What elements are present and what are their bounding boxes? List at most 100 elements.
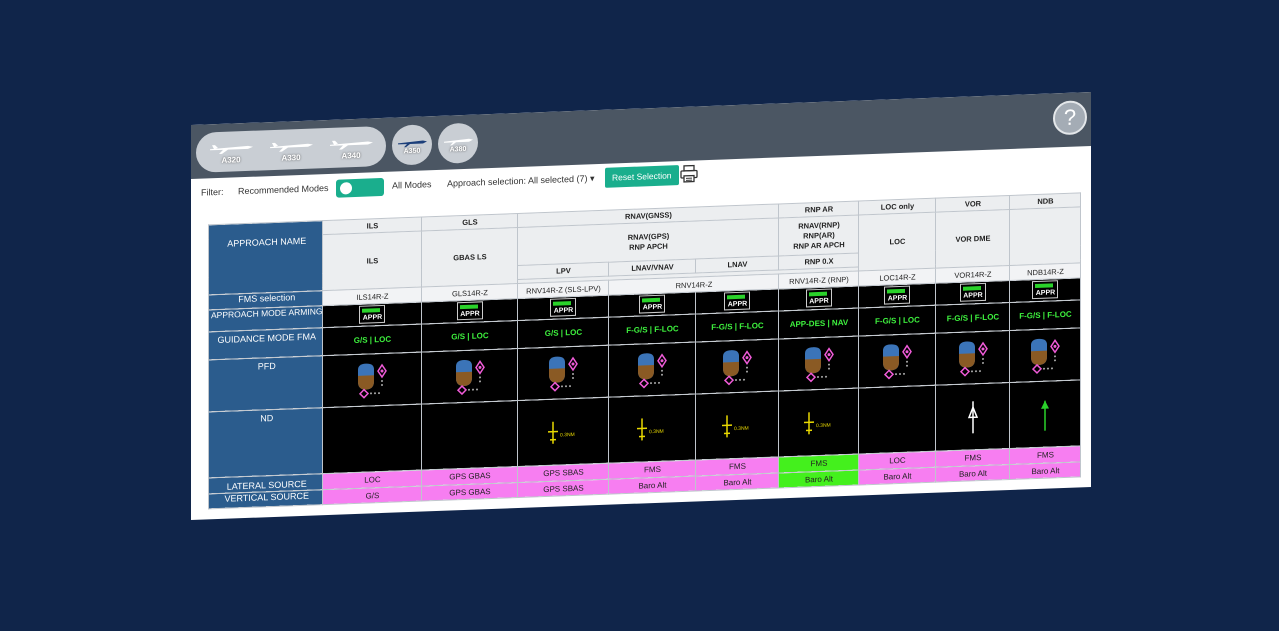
appr-annunciator: APPR xyxy=(456,301,483,321)
top-bar: A320 A330 A340 A350 A380 ? xyxy=(191,91,1091,179)
lateral-source-text: FMS xyxy=(644,464,661,475)
airplane-icon xyxy=(330,140,373,150)
nd-cell xyxy=(322,404,422,474)
airplane-icon xyxy=(444,138,473,146)
pfd-indicator xyxy=(779,341,858,386)
nd-indicator xyxy=(1010,393,1080,436)
aircraft-a340[interactable]: A340 xyxy=(326,129,376,165)
appr-bar xyxy=(727,294,746,300)
appr-annunciator: APPR xyxy=(1032,280,1059,300)
sub-vor-dme: VOR DME xyxy=(935,209,1010,269)
pfd-cell xyxy=(935,330,1010,386)
filter-bar: Filter: Recommended Modes All Modes Appr… xyxy=(191,146,1091,217)
printer-icon[interactable] xyxy=(679,164,699,183)
row-label: APPROACH NAME xyxy=(227,235,307,249)
nd-track-icon: 0.3NM xyxy=(722,414,749,437)
pfd-icon xyxy=(723,349,753,385)
vertical-source-text: Baro Alt xyxy=(1031,465,1060,476)
appr-bar xyxy=(1035,283,1054,289)
vertical-source-cell: GPS GBAS xyxy=(421,482,518,502)
sub-loc: LOC xyxy=(858,212,936,272)
pfd-cell xyxy=(322,352,422,408)
appr-text: APPR xyxy=(553,306,574,315)
toggle-knob xyxy=(340,182,352,195)
fma-text: F-G/S | F-LOC xyxy=(626,324,679,336)
aircraft-a330[interactable]: A330 xyxy=(266,131,316,167)
vertical-source-cell: Baro Alt xyxy=(858,467,936,486)
pfd-icon xyxy=(638,352,668,388)
aircraft-family-pill[interactable]: A320 A330 A340 xyxy=(196,125,386,173)
appr-text: APPR xyxy=(887,294,908,303)
sub-ils: ILS xyxy=(322,231,422,291)
vertical-source-text: GPS GBAS xyxy=(449,486,491,498)
help-button[interactable]: ? xyxy=(1053,100,1087,136)
row-header-approach-name: APPROACH NAME xyxy=(208,220,323,295)
pfd-row: PFD xyxy=(208,327,1081,412)
nd-row: ND 0.3NM 0.3NM 0.3NM 0.3NM xyxy=(208,379,1081,478)
recommended-modes-label: Recommended Modes xyxy=(238,182,329,197)
vertical-source-text: Baro Alt xyxy=(638,480,667,491)
fma-cell: F-G/S | F-LOC xyxy=(1009,299,1081,331)
lateral-source-text: FMS xyxy=(729,461,746,472)
nd-track-icon: 0.3NM xyxy=(637,417,664,440)
pfd-icon xyxy=(958,341,988,377)
pfd-indicator xyxy=(422,354,517,399)
fma-cell: F-G/S | F-LOC xyxy=(935,302,1010,334)
vertical-source-cell: GPS SBAS xyxy=(517,479,609,498)
appr-text: APPR xyxy=(809,297,829,306)
vertical-source-text: G/S xyxy=(365,490,380,501)
vertical-source-text: Baro Alt xyxy=(958,468,987,479)
aircraft-a380[interactable]: A380 xyxy=(438,122,478,164)
nd-cell xyxy=(935,382,1010,452)
arming-cell: APPR xyxy=(608,291,696,318)
fma-cell: G/S | LOC xyxy=(517,317,609,349)
row-header-guidance: GUIDANCE MODE FMA xyxy=(208,327,323,360)
pfd-cell xyxy=(1009,327,1081,383)
nd-cell xyxy=(421,400,518,471)
ndb-needle-icon xyxy=(1041,400,1050,431)
fma-cell: G/S | LOC xyxy=(421,320,518,353)
fma-text: F-G/S | F-LOC xyxy=(1019,309,1072,321)
aircraft-a350[interactable]: A350 xyxy=(392,124,432,166)
mode-toggle[interactable] xyxy=(336,177,384,198)
nd-indicator: 0.3NM xyxy=(518,415,608,448)
nd-scale-label: 0.3NM xyxy=(560,431,575,438)
pfd-indicator xyxy=(936,335,1009,380)
pfd-cell xyxy=(858,333,936,389)
nd-indicator: 0.3NM xyxy=(779,406,858,439)
aircraft-label: A380 xyxy=(449,145,467,154)
appr-text: APPR xyxy=(460,310,480,319)
aircraft-label: A320 xyxy=(221,154,241,165)
pfd-icon xyxy=(455,359,485,395)
vor-needle-icon xyxy=(967,400,979,433)
sub-rnav-rnp: RNAV(RNP) RNP(AR) RNP AR APCH xyxy=(778,215,859,256)
aircraft-selector: A320 A330 A340 A350 A380 xyxy=(196,122,478,173)
appr-annunciator: APPR xyxy=(959,282,986,302)
fma-cell: F-G/S | F-LOC xyxy=(608,313,696,346)
lateral-source-text: FMS xyxy=(810,458,828,469)
appr-bar xyxy=(887,288,906,294)
vertical-source-text: GPS SBAS xyxy=(543,483,584,494)
vertical-source-text: Baro Alt xyxy=(804,473,833,484)
pfd-indicator xyxy=(323,357,421,403)
vertical-source-cell: Baro Alt xyxy=(778,470,859,488)
pfd-icon xyxy=(883,343,913,379)
nd-cell: 0.3NM xyxy=(517,397,609,467)
nd-scale-label: 0.3NM xyxy=(734,425,749,432)
fma-cell: G/S | LOC xyxy=(322,324,422,356)
aircraft-a320[interactable]: A320 xyxy=(206,134,256,170)
app-window: A320 A330 A340 A350 A380 ? xyxy=(191,91,1091,520)
appr-bar xyxy=(962,286,981,291)
approach-selection-dropdown[interactable]: All selected (7) ▾ xyxy=(528,173,595,186)
vertical-source-cell: G/S xyxy=(322,486,422,505)
fma-text: G/S | LOC xyxy=(544,327,583,339)
lateral-source-text: FMS xyxy=(964,453,982,463)
approach-selection-label: Approach selection: xyxy=(447,175,527,189)
nd-track-icon: 0.3NM xyxy=(803,411,831,434)
airplane-icon xyxy=(398,139,427,147)
pfd-cell xyxy=(778,336,859,391)
nd-indicator: 0.3NM xyxy=(696,409,778,442)
reset-selection-button[interactable]: Reset Selection xyxy=(605,165,679,188)
appr-text: APPR xyxy=(362,313,383,322)
nd-cell xyxy=(858,385,936,455)
